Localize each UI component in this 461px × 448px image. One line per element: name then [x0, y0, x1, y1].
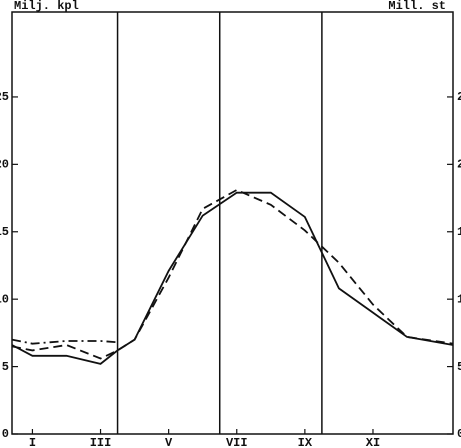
series-line: [11, 191, 454, 365]
y-axis-label: Milj. kpl: [14, 0, 79, 13]
y-tick-label: 15: [0, 225, 9, 239]
x-tick-label: III: [90, 436, 112, 448]
y2-tick-label: 10: [457, 292, 461, 306]
y-tick-label: 20: [0, 158, 9, 172]
y-tick-label: 25: [0, 90, 9, 104]
x-tick-label: V: [165, 436, 173, 448]
series-line: [11, 338, 118, 345]
y2-axis-label: Mill. st: [388, 0, 446, 13]
y2-tick-label: 25: [457, 90, 461, 104]
x-tick-label: IX: [298, 436, 313, 448]
y-tick-label: 10: [0, 292, 9, 306]
y2-tick-label: 20: [457, 158, 461, 172]
x-tick-label: VII: [226, 436, 248, 448]
y2-tick-label: 5: [457, 360, 461, 374]
series-line: [11, 188, 454, 360]
y-tick-label: 5: [2, 360, 9, 374]
x-tick-label: I: [29, 436, 36, 448]
plot-frame: [11, 11, 454, 435]
y2-tick-label: 0: [457, 427, 461, 441]
x-tick-label: XI: [366, 436, 380, 448]
y2-tick-label: 15: [457, 225, 461, 239]
y-tick-label: 0: [2, 427, 9, 441]
